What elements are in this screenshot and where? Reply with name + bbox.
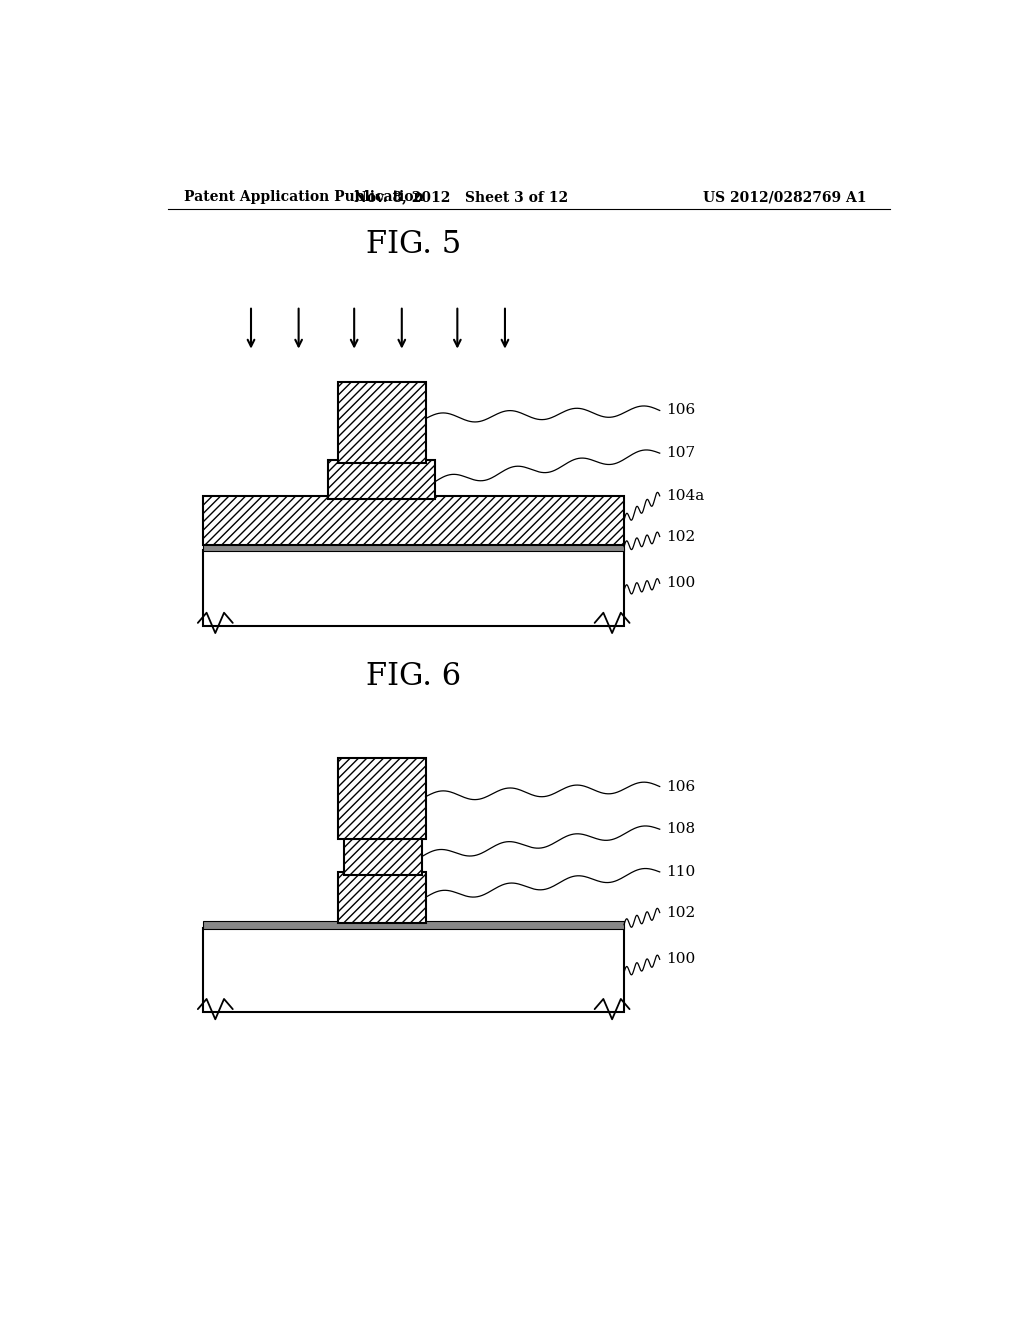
Bar [328, 461, 435, 499]
Bar [204, 496, 624, 545]
Bar [338, 873, 426, 923]
Text: 102: 102 [666, 529, 695, 544]
Text: 100: 100 [666, 577, 695, 590]
Bar [204, 549, 624, 626]
Bar [344, 837, 422, 875]
Bar [204, 921, 624, 929]
Bar [204, 543, 624, 550]
Text: 108: 108 [666, 822, 695, 837]
Text: 104a: 104a [666, 488, 705, 503]
Text: Nov. 8, 2012   Sheet 3 of 12: Nov. 8, 2012 Sheet 3 of 12 [354, 190, 568, 205]
Text: Patent Application Publication: Patent Application Publication [183, 190, 423, 205]
Text: 106: 106 [666, 404, 695, 417]
Bar [338, 381, 426, 463]
Text: 110: 110 [666, 865, 695, 879]
Bar [204, 928, 624, 1012]
Text: 107: 107 [666, 446, 695, 461]
Text: US 2012/0282769 A1: US 2012/0282769 A1 [702, 190, 866, 205]
Text: 100: 100 [666, 952, 695, 966]
Text: FIG. 5: FIG. 5 [366, 230, 462, 260]
Bar [338, 758, 426, 840]
Text: 102: 102 [666, 906, 695, 920]
Text: FIG. 6: FIG. 6 [367, 661, 461, 692]
Text: 106: 106 [666, 780, 695, 793]
